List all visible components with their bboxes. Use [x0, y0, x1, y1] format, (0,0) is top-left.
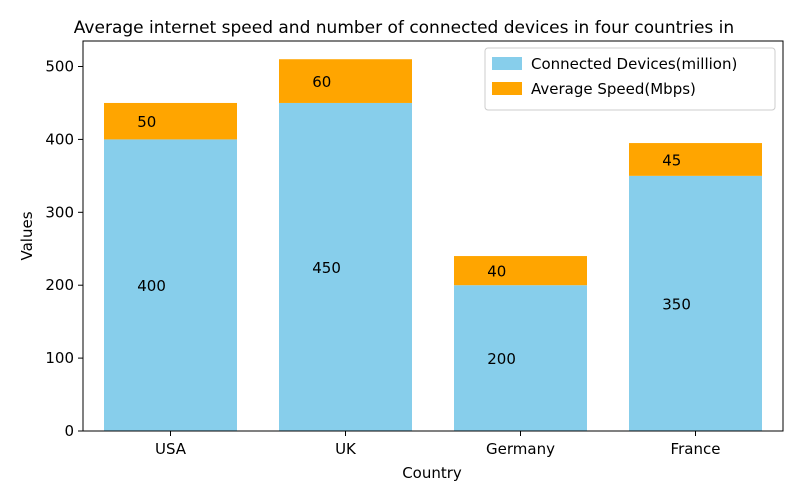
x-tick-label-uk: UK	[335, 440, 357, 458]
data-label-speed-usa: 50	[137, 113, 156, 131]
x-axis-label: Country	[402, 464, 462, 482]
data-label-speed-france: 45	[662, 151, 681, 169]
legend-swatch-devices	[492, 57, 522, 70]
y-axis-label: Values	[18, 211, 36, 260]
bar-speed-uk	[279, 59, 412, 103]
data-label-speed-germany: 40	[487, 263, 506, 281]
bar-devices-france	[629, 175, 762, 431]
x-axis: USA UK Germany France	[155, 431, 720, 458]
plot-frame	[82, 40, 784, 432]
legend-swatch-speed	[492, 82, 522, 95]
y-tick-label: 400	[45, 130, 74, 148]
data-label-devices-france: 350	[662, 295, 691, 313]
bar-devices-germany	[454, 285, 587, 431]
y-tick-label: 200	[45, 276, 74, 294]
bar-devices-usa	[104, 139, 237, 432]
y-tick-label: 500	[45, 58, 74, 76]
legend-box	[484, 47, 776, 111]
bar-speed-france	[629, 143, 762, 176]
bar-devices-uk	[279, 102, 412, 431]
chart-title: Average internet speed and number of con…	[74, 18, 734, 38]
y-axis: 0 100 200 300 400 500	[45, 58, 83, 440]
legend-label-speed: Average Speed(Mbps)	[531, 80, 696, 98]
bars-layer	[104, 59, 762, 432]
y-tick-label: 300	[45, 203, 74, 221]
x-tick-label-germany: Germany	[486, 440, 555, 458]
y-tick-label: 100	[45, 349, 74, 367]
bar-speed-usa	[104, 102, 237, 140]
legend: Connected Devices(million) Average Speed(…	[484, 47, 776, 111]
y-tick-label: 0	[64, 422, 74, 440]
data-label-devices-germany: 200	[487, 350, 516, 368]
x-tick-label-france: France	[671, 440, 721, 458]
legend-label-devices: Connected Devices(million)	[531, 55, 737, 73]
data-label-speed-uk: 60	[312, 73, 331, 91]
bar-speed-germany	[454, 256, 587, 286]
data-labels-layer: 400 50 450 60 200 40 350 45	[137, 73, 691, 368]
data-label-devices-uk: 450	[312, 259, 341, 277]
x-tick-label-usa: USA	[155, 440, 187, 458]
data-label-devices-usa: 400	[137, 277, 166, 295]
